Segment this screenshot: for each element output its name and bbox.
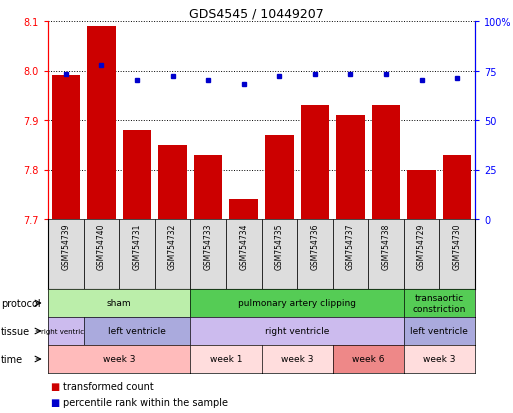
Text: time: time (1, 354, 23, 364)
Text: left ventricle: left ventricle (410, 327, 468, 336)
FancyBboxPatch shape (84, 219, 119, 289)
FancyBboxPatch shape (440, 219, 475, 289)
Text: GSM754740: GSM754740 (97, 223, 106, 269)
FancyBboxPatch shape (119, 219, 155, 289)
Text: GSM754738: GSM754738 (382, 223, 390, 269)
FancyBboxPatch shape (226, 219, 262, 289)
Text: GSM754735: GSM754735 (275, 223, 284, 269)
Text: GDS4545 / 10449207: GDS4545 / 10449207 (189, 7, 324, 21)
FancyBboxPatch shape (332, 219, 368, 289)
Text: GSM754737: GSM754737 (346, 223, 355, 269)
FancyBboxPatch shape (297, 219, 332, 289)
Text: ■: ■ (50, 397, 59, 407)
Text: transaortic
constriction: transaortic constriction (413, 294, 466, 313)
Text: week 1: week 1 (210, 355, 242, 363)
Text: week 6: week 6 (352, 355, 385, 363)
Text: GSM754729: GSM754729 (417, 223, 426, 269)
Text: percentile rank within the sample: percentile rank within the sample (63, 397, 228, 407)
Text: protocol: protocol (1, 298, 41, 308)
Bar (336, 116, 365, 219)
Text: GSM754732: GSM754732 (168, 223, 177, 269)
Text: left ventricle: left ventricle (108, 327, 166, 336)
Text: right ventricle: right ventricle (41, 328, 90, 334)
Text: GSM754736: GSM754736 (310, 223, 320, 269)
Text: pulmonary artery clipping: pulmonary artery clipping (238, 299, 356, 308)
FancyBboxPatch shape (404, 219, 440, 289)
FancyBboxPatch shape (262, 219, 297, 289)
Text: GSM754739: GSM754739 (61, 223, 70, 269)
Bar (407, 170, 436, 219)
Text: right ventricle: right ventricle (265, 327, 329, 336)
FancyBboxPatch shape (190, 219, 226, 289)
FancyBboxPatch shape (155, 219, 190, 289)
Text: week 3: week 3 (423, 355, 456, 363)
Text: tissue: tissue (1, 326, 30, 336)
Bar (265, 135, 293, 219)
Bar (159, 145, 187, 219)
Bar (229, 200, 258, 219)
FancyBboxPatch shape (368, 219, 404, 289)
Text: GSM754731: GSM754731 (132, 223, 142, 269)
Bar (52, 76, 80, 219)
Text: sham: sham (107, 299, 131, 308)
Text: GSM754734: GSM754734 (239, 223, 248, 269)
Text: week 3: week 3 (281, 355, 313, 363)
Bar (443, 155, 471, 219)
Text: GSM754730: GSM754730 (452, 223, 462, 269)
Bar (194, 155, 222, 219)
Text: transformed count: transformed count (63, 381, 153, 391)
Bar (372, 106, 400, 219)
Bar (301, 106, 329, 219)
Bar (87, 27, 115, 219)
Text: week 3: week 3 (103, 355, 135, 363)
Text: ■: ■ (50, 381, 59, 391)
FancyBboxPatch shape (48, 219, 84, 289)
Text: GSM754733: GSM754733 (204, 223, 212, 269)
Bar (123, 131, 151, 219)
